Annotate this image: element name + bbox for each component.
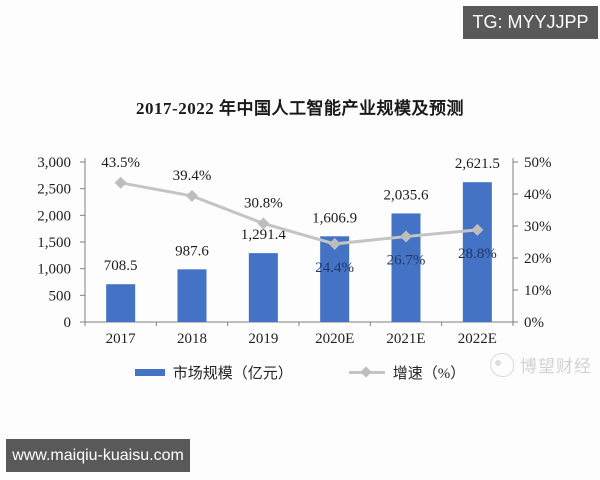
growth-value-label: 26.7% [387, 253, 426, 269]
diamond-marker-2019 [257, 217, 270, 230]
legend-label-growth: 增速（%） [392, 366, 466, 382]
bar-2020E [320, 236, 350, 322]
x-category-label: 2017 [106, 331, 137, 347]
bar-2018 [177, 269, 207, 322]
legend-label-market-size: 市场规模（亿元） [172, 366, 293, 382]
right-tick-label: 40% [524, 187, 552, 203]
diamond-marker-2021E [400, 230, 412, 243]
right-tick-label: 20% [524, 251, 552, 267]
bar-value-label: 1,291.4 [241, 227, 287, 243]
diamond-marker-2020E [328, 237, 341, 250]
publisher-watermark: 博望财经 [490, 352, 592, 377]
right-tick-label: 10% [524, 283, 552, 299]
website-badge: www.maiqiu-kuaisu.com [6, 439, 190, 472]
bar-2019 [248, 253, 278, 322]
bar-value-label: 2,621.5 [455, 156, 500, 172]
publisher-watermark-text: 博望财经 [520, 357, 592, 376]
left-tick-label: 2,500 [37, 182, 71, 198]
diamond-marker-2018 [186, 189, 198, 202]
bar-2022E [462, 182, 492, 322]
right-tick-label: 0% [524, 315, 544, 331]
growth-value-label: 39.4% [173, 168, 212, 184]
chart-legend: 市场规模（亿元） 增速（%） [0, 362, 600, 383]
legend-item-growth: 增速（%） [348, 362, 466, 383]
growth-value-label: 24.4% [315, 260, 354, 276]
x-category-label: 2020E [315, 331, 354, 347]
bar-value-label: 1,606.9 [312, 210, 357, 226]
x-category-label: 2018 [177, 331, 207, 347]
chart-title: 2017-2022 年中国人工智能产业规模及预测 [136, 99, 464, 118]
diamond-marker-2022E [471, 223, 484, 236]
x-category-label: 2021E [386, 331, 425, 347]
bar-value-label: 987.6 [175, 243, 209, 259]
right-tick-label: 50% [524, 155, 552, 171]
bar-2017 [106, 284, 136, 322]
growth-value-label: 28.8% [458, 246, 497, 262]
publisher-logo-icon [490, 352, 514, 377]
telegram-badge-text: TG: MYYJJPP [472, 12, 589, 32]
left-tick-label: 1,000 [37, 262, 71, 278]
left-tick-label: 1,500 [37, 235, 71, 251]
left-tick-label: 500 [49, 288, 72, 304]
telegram-badge: TG: MYYJJPP [463, 6, 598, 39]
left-tick-label: 2,000 [37, 208, 71, 224]
bar-value-label: 708.5 [104, 258, 138, 274]
x-category-label: 2019 [248, 331, 278, 347]
website-badge-text: www.maiqiu-kuaisu.com [12, 446, 184, 464]
growth-value-label: 43.5% [101, 155, 140, 171]
x-category-label: 2022E [458, 331, 497, 347]
left-tick-label: 0 [64, 315, 72, 331]
diamond-marker-icon [360, 365, 372, 378]
bar-series-swatch [134, 369, 165, 376]
legend-item-market-size: 市场规模（亿元） [134, 362, 293, 383]
left-tick-label: 3,000 [37, 155, 71, 171]
diamond-marker-2017 [114, 176, 127, 189]
bar-value-label: 2,035.6 [384, 187, 430, 203]
growth-line [120, 181, 478, 246]
right-tick-label: 30% [524, 219, 552, 235]
growth-value-label: 30.8% [244, 195, 283, 211]
line-series-swatch [348, 365, 385, 378]
